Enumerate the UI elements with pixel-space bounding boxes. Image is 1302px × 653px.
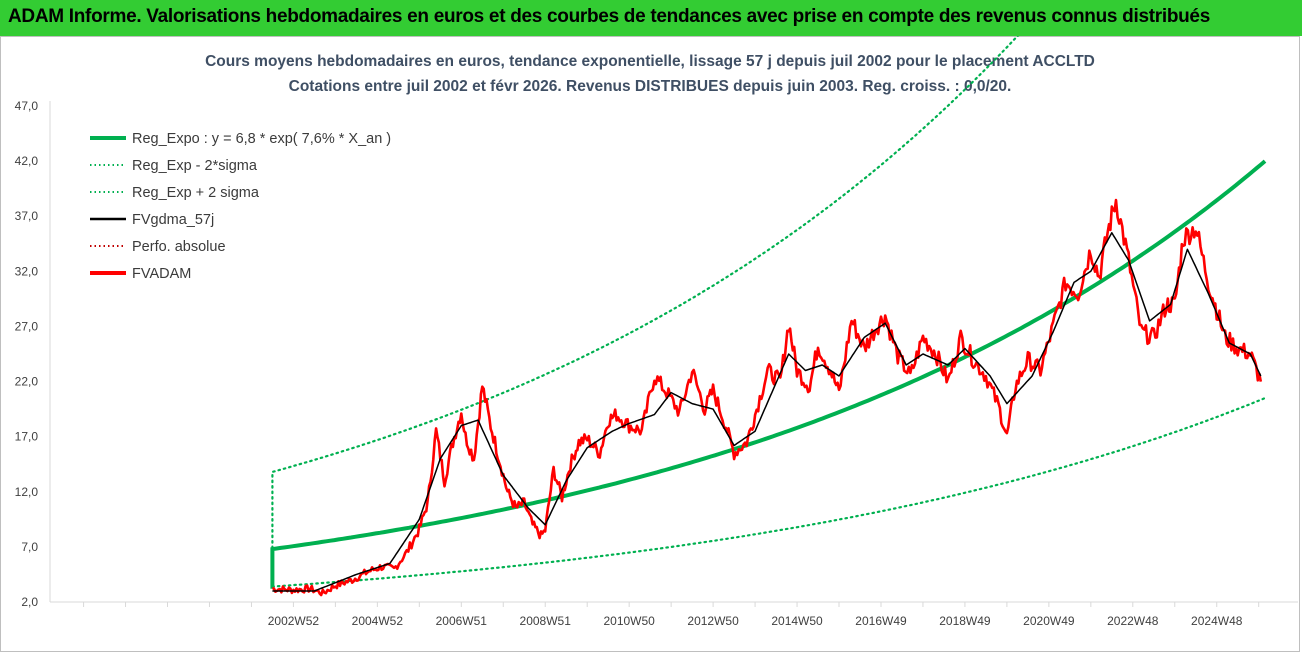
- y-tick-label: 7,0: [21, 540, 38, 554]
- x-tick-label: 2012W50: [687, 614, 739, 628]
- series-layer: [270, 36, 1267, 597]
- y-tick-label: 42,0: [15, 154, 39, 168]
- y-tick-label: 17,0: [15, 430, 39, 444]
- series-reg-exp-plus-2sigma: [271, 36, 1020, 588]
- y-tick-label: 32,0: [15, 264, 39, 278]
- legend: Reg_Expo : y = 6,8 * exp( 7,6% * X_an ) R…: [90, 131, 391, 282]
- chart-title: Cours moyens hebdomadaires en euros, ten…: [205, 53, 1095, 70]
- legend-label: Reg_Expo : y = 6,8 * exp( 7,6% * X_an ): [132, 131, 391, 147]
- legend-label: Reg_Exp - 2*sigma: [132, 158, 258, 174]
- x-tick-label: 2008W51: [520, 614, 572, 628]
- y-tick-label: 47,0: [15, 99, 39, 113]
- y-tick-label: 37,0: [15, 209, 39, 223]
- legend-label: FVgdma_57j: [132, 212, 214, 228]
- page-title: ADAM Informe. Valorisations hebdomadaire…: [8, 6, 1210, 27]
- y-tick-label: 22,0: [15, 375, 39, 389]
- y-tick-label: 2,0: [21, 595, 38, 609]
- legend-label: FVADAM: [132, 266, 191, 282]
- y-tick-label: 12,0: [15, 485, 39, 499]
- series-reg-exp-minus-2sigma: [271, 397, 1267, 588]
- x-tick-label: 2002W52: [268, 614, 320, 628]
- header-bar: ADAM Informe. Valorisations hebdomadaire…: [0, 0, 1302, 36]
- legend-label: Reg_Exp + 2 sigma: [132, 185, 260, 201]
- chart-subtitle: Cotations entre juil 2002 et févr 2026. …: [289, 78, 1012, 95]
- chart-frame: [0, 36, 1300, 652]
- series-fvgdma-57j: [272, 232, 1262, 592]
- x-tick-label: 2014W50: [771, 614, 823, 628]
- series-reg-expo: [270, 159, 1267, 589]
- x-tick-label: 2006W51: [436, 614, 488, 628]
- x-tick-label: 2018W49: [939, 614, 991, 628]
- x-tick-label: 2016W49: [855, 614, 907, 628]
- x-tick-label: 2020W49: [1023, 614, 1075, 628]
- x-tick-label: 2022W48: [1107, 614, 1159, 628]
- series-fvadam: [272, 198, 1263, 597]
- axes: 2,0 7,0 12,0 17,0 22,0 27,0 32,0 37,0 42,0 47,0 20…: [15, 99, 1298, 628]
- chart: Cours moyens hebdomadaires en euros, ten…: [15, 36, 1298, 628]
- y-tick-label: 27,0: [15, 319, 39, 333]
- x-tick-label: 2024W48: [1191, 614, 1243, 628]
- legend-label: Perfo. absolue: [132, 239, 226, 255]
- x-tick-label: 2010W50: [603, 614, 655, 628]
- x-tick-label: 2004W52: [352, 614, 404, 628]
